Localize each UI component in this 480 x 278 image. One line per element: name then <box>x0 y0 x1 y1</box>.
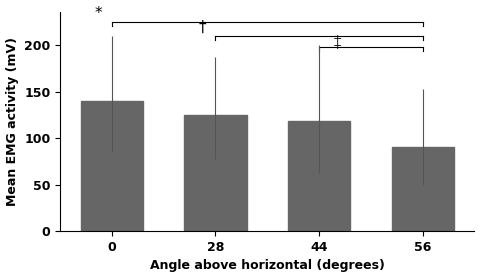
Bar <box>392 147 454 231</box>
Text: †: † <box>198 20 206 35</box>
Text: +: + <box>333 34 342 44</box>
Bar <box>81 101 143 231</box>
Text: *: * <box>95 6 102 21</box>
Y-axis label: Mean EMG activity (mV): Mean EMG activity (mV) <box>6 37 19 206</box>
X-axis label: Angle above horizontal (degrees): Angle above horizontal (degrees) <box>150 259 384 272</box>
Text: +: + <box>333 41 342 51</box>
Bar <box>288 121 350 231</box>
Bar <box>184 115 247 231</box>
